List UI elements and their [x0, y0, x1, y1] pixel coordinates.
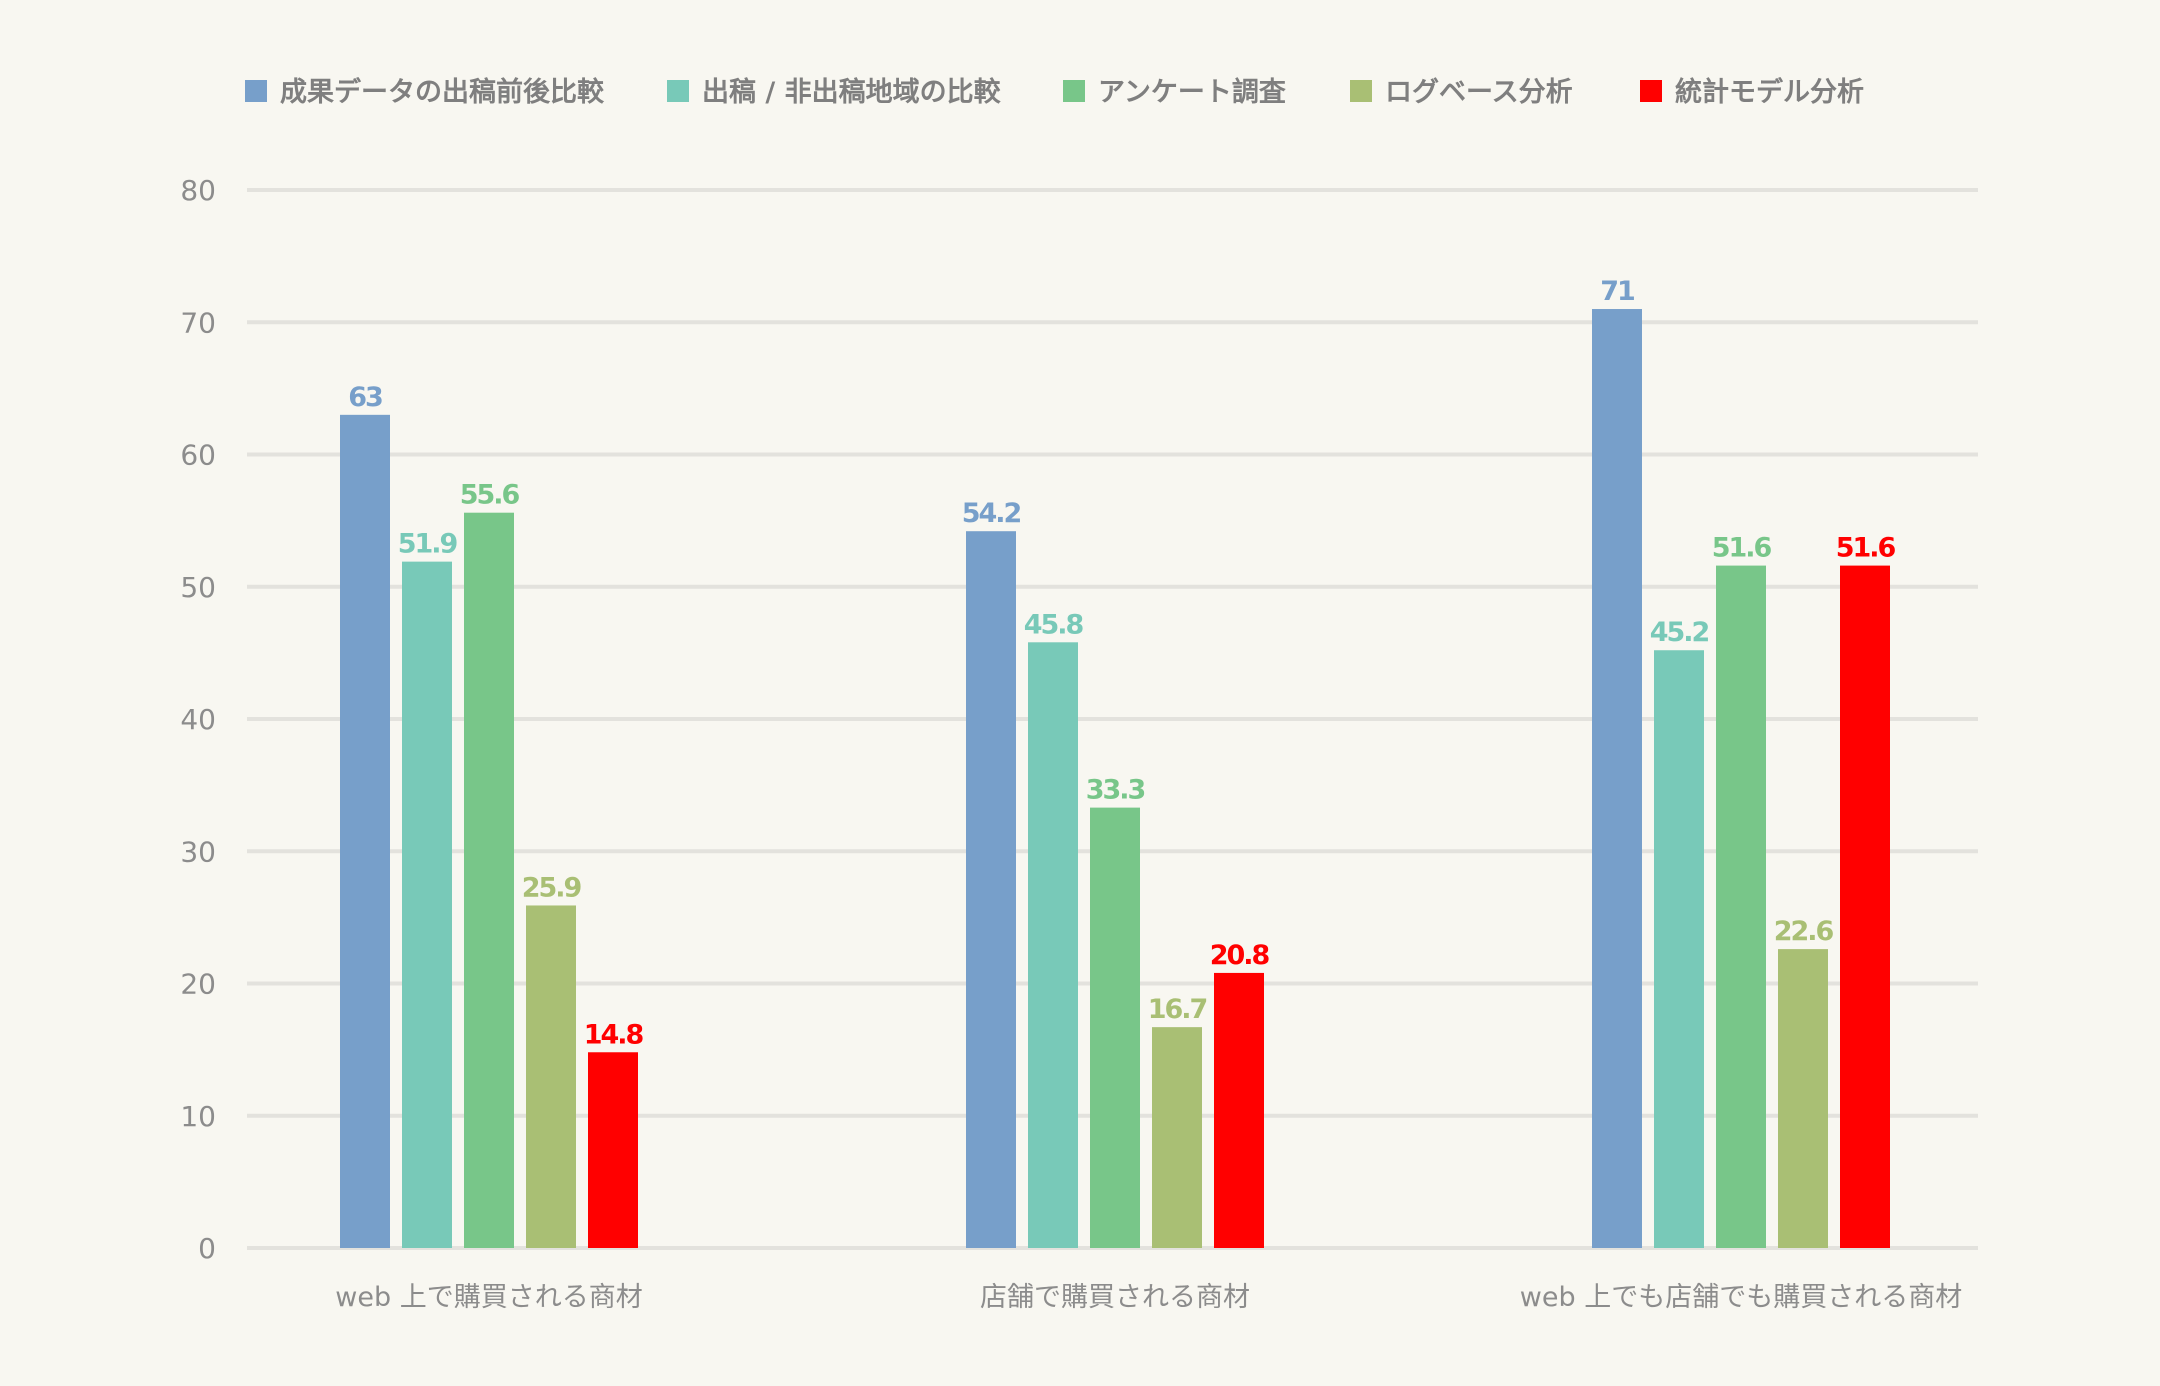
- bar-series-4-category-2[interactable]: [1840, 565, 1890, 1248]
- data-labels: 63 51.955.6 25.9 14.8 54.2 45.8 33.3 16.720.8 71…: [348, 276, 1897, 1050]
- legend-swatch: [1640, 80, 1662, 102]
- legend-item-label[interactable]: ログベース分析: [1385, 76, 1573, 108]
- data-label: 54.2: [962, 498, 1021, 529]
- data-label: 71: [1600, 276, 1634, 307]
- legend-item-label[interactable]: 成果データの出稿前後比較: [280, 76, 605, 108]
- legend-item-label[interactable]: 統計モデル分析: [1675, 76, 1864, 108]
- data-label: 51.6: [1712, 533, 1772, 564]
- y-tick-label: 60: [180, 439, 216, 472]
- data-label: 33.3: [1086, 775, 1145, 806]
- data-label: 20.8: [1210, 940, 1270, 971]
- data-label: 51.6: [1836, 533, 1896, 564]
- bar-series-4-category-0[interactable]: [588, 1052, 638, 1248]
- x-tick-label: web 上でも店舗でも購買される商材: [1520, 1282, 1962, 1313]
- x-tick-label: web 上で購買される商材: [335, 1282, 642, 1313]
- y-axis-tick-labels: 0 10 20 30 40 50 60 70 80: [180, 174, 216, 1265]
- data-label: 45.2: [1650, 617, 1709, 648]
- legend-swatch: [245, 80, 267, 102]
- y-tick-label: 10: [180, 1100, 216, 1133]
- legend: 成果データの出稿前後比較 出稿 / 非出稿地域の比較 アンケート調査 ログベース分析 統…: [245, 76, 1864, 108]
- bar-series-2-category-0[interactable]: [464, 512, 514, 1248]
- legend-swatch: [667, 80, 689, 102]
- bar-series-0-category-1[interactable]: [966, 531, 1016, 1248]
- bar-series-0-category-0[interactable]: [340, 414, 390, 1248]
- data-label: 63: [348, 382, 382, 413]
- y-tick-label: 40: [180, 703, 216, 736]
- y-tick-label: 80: [180, 174, 216, 207]
- bar-series-1-category-1[interactable]: [1028, 642, 1078, 1248]
- legend-swatch: [1350, 80, 1372, 102]
- y-tick-label: 0: [198, 1232, 216, 1265]
- data-label: 45.8: [1024, 609, 1084, 640]
- bar-series-4-category-1[interactable]: [1214, 972, 1264, 1248]
- data-label: 14.8: [584, 1019, 644, 1050]
- y-tick-label: 20: [180, 968, 216, 1001]
- bar-series-2-category-2[interactable]: [1716, 565, 1766, 1248]
- legend-item-label[interactable]: アンケート調査: [1098, 76, 1286, 108]
- legend-item-label[interactable]: 出稿 / 非出稿地域の比較: [702, 76, 1002, 108]
- data-label: 22.6: [1774, 916, 1834, 947]
- data-label: 16.7: [1148, 994, 1207, 1025]
- y-tick-label: 30: [180, 835, 216, 868]
- data-label: 51.9: [398, 529, 458, 560]
- bar-series-0-category-2[interactable]: [1592, 309, 1642, 1248]
- y-tick-label: 70: [180, 306, 216, 339]
- bars: [340, 309, 1890, 1248]
- legend-swatch: [1063, 80, 1085, 102]
- bar-series-3-category-2[interactable]: [1778, 949, 1828, 1248]
- y-tick-label: 50: [180, 571, 216, 604]
- bar-series-1-category-0[interactable]: [402, 561, 452, 1248]
- x-tick-label: 店舗で購買される商材: [980, 1282, 1250, 1313]
- bar-series-3-category-1[interactable]: [1152, 1027, 1202, 1248]
- data-label: 55.6: [460, 480, 520, 511]
- bar-series-3-category-0[interactable]: [526, 905, 576, 1248]
- data-label: 25.9: [522, 872, 582, 903]
- x-axis-tick-labels: web 上で購買される商材 店舗で購買される商材 web 上でも店舗でも購買される商…: [335, 1282, 1962, 1313]
- bar-series-2-category-1[interactable]: [1090, 807, 1140, 1248]
- bar-series-1-category-2[interactable]: [1654, 650, 1704, 1248]
